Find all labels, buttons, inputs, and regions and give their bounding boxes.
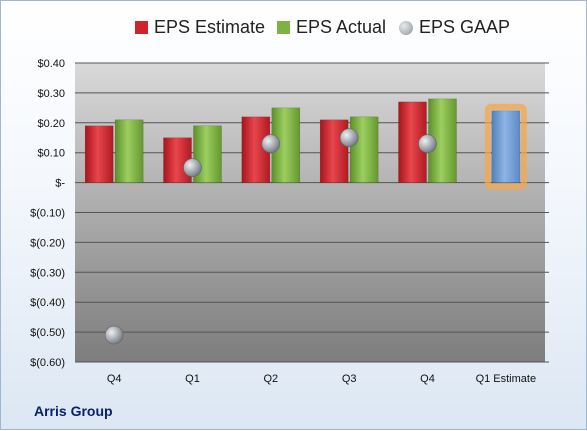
marker-eps-gaap [339, 128, 359, 148]
bar-eps-estimate [319, 119, 349, 183]
y-tick-label: $0.30 [37, 88, 65, 100]
legend-item-eps-gaap: EPS GAAP [399, 17, 510, 38]
y-tick-label: $(0.20) [30, 237, 65, 249]
marker-eps-gaap [104, 325, 124, 345]
legend-item-eps-estimate: EPS Estimate [135, 17, 265, 38]
legend-label-eps-gaap: EPS GAAP [419, 17, 511, 37]
bar-q1-estimate [491, 110, 521, 183]
y-tick-label: $0.20 [37, 118, 65, 130]
legend: EPS Estimate EPS Actual EPS GAAP [1, 17, 587, 43]
estimate-highlight [484, 103, 527, 190]
y-tick-label: $- [55, 178, 65, 190]
y-tick-label: $(0.10) [30, 208, 65, 220]
legend-swatch-eps-gaap [399, 20, 413, 35]
legend-label-eps-actual: EPS Actual [296, 17, 387, 37]
x-tick-label: Q2 [263, 373, 278, 385]
marker-eps-gaap [418, 134, 437, 154]
marker-eps-gaap [261, 134, 281, 154]
x-tick-label: Q3 [342, 373, 357, 385]
y-tick-label: $0.10 [37, 148, 65, 160]
legend-label-eps-estimate: EPS Estimate [154, 17, 266, 37]
x-tick-label: Q4 [107, 373, 122, 385]
bar-eps-estimate [163, 137, 192, 183]
marker-eps-gaap [183, 158, 202, 177]
legend-swatch-eps-actual [277, 21, 290, 34]
y-tick-label: $(0.50) [30, 327, 65, 339]
x-tick-label: Q1 Estimate [476, 373, 537, 385]
legend-item-eps-actual: EPS Actual [277, 17, 386, 38]
bar-eps-actual [349, 116, 379, 183]
y-tick-label: $(0.40) [30, 297, 65, 309]
y-tick-label: $(0.60) [30, 357, 65, 369]
x-tick-label: Q1 [185, 373, 200, 385]
y-tick-label: $(0.30) [30, 267, 65, 279]
bar-eps-estimate [84, 125, 114, 183]
x-tick-label: Q4 [420, 373, 435, 385]
bar-eps-actual [114, 119, 144, 183]
y-tick-label: $0.40 [37, 58, 65, 70]
legend-swatch-eps-estimate [135, 21, 148, 34]
company-name: Arris Group [34, 403, 113, 419]
